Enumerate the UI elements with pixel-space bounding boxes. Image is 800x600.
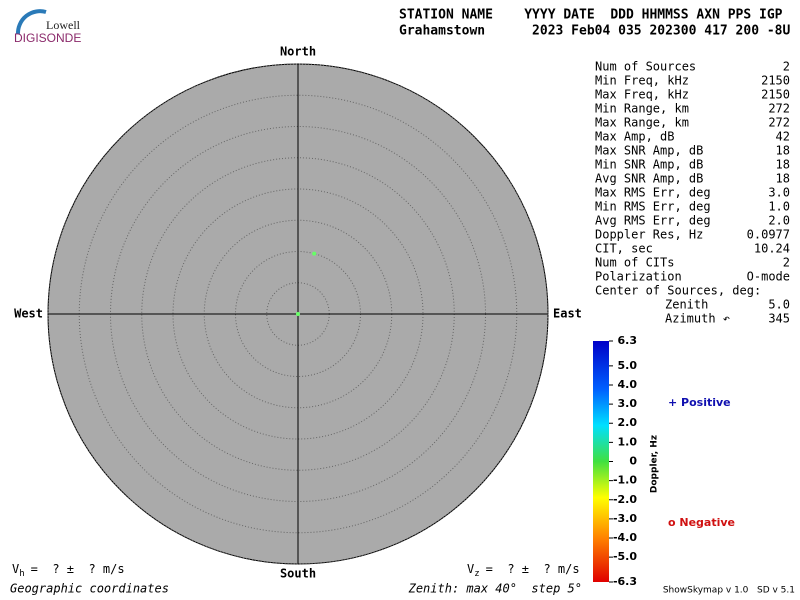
center-label: Azimuth ↶	[665, 312, 730, 326]
stat-value: 2150	[761, 88, 790, 102]
colorbar-label: Doppler, Hz	[650, 435, 660, 493]
colorbar-tick-label: 5.0	[618, 359, 638, 372]
stat-label: Avg SNR Amp, dB	[595, 172, 703, 186]
header-columns: STATION NAME YYYY DATE DDD HHMMSS AXN PP…	[399, 8, 783, 23]
stat-label: Min Range, km	[595, 102, 689, 116]
colorbar-tick-label: 6.3	[618, 334, 638, 347]
version: ShowSkymap v 1.0 SD v 5.1	[663, 586, 795, 596]
footer-left: Geographic coordinates	[10, 582, 169, 596]
stat-value: 18	[776, 158, 790, 172]
center-value: 345	[768, 312, 790, 326]
logo-arc	[15, 9, 47, 35]
legend-positive: + Positive	[668, 396, 731, 409]
stat-value: 3.0	[768, 186, 790, 200]
stat-value: 18	[776, 172, 790, 186]
stat-value: 0.0977	[747, 228, 790, 242]
vh-symbol: V	[12, 562, 19, 576]
stat-value: 2.0	[768, 214, 790, 228]
header-values: Grahamstown 2023 Feb04 035 202300 417 20…	[399, 24, 791, 39]
stat-value: 2	[783, 256, 790, 270]
logo-top: Lowell	[46, 18, 81, 32]
north-label: North	[280, 45, 316, 59]
vz-symbol: V	[467, 562, 474, 576]
stat-value: 18	[776, 144, 790, 158]
colorbar-tick-label: -4.0	[613, 531, 637, 544]
source-point	[312, 251, 317, 256]
center-value: 5.0	[768, 298, 790, 312]
center-title: Center of Sources, deg:	[595, 284, 761, 298]
vh-subscript: h	[19, 569, 24, 579]
east-label: East	[553, 307, 582, 321]
vh-text: = ? ± ? m/s	[31, 562, 125, 576]
colorbar-tick-label: 2.0	[618, 416, 638, 429]
colorbar-tick-label: -2.0	[613, 493, 637, 506]
stat-label: Max Amp, dB	[595, 130, 674, 144]
stat-label: Doppler Res, Hz	[595, 228, 703, 242]
colorbar-tick-label: 4.0	[618, 378, 638, 391]
center-label: Zenith	[665, 298, 708, 312]
colorbar-tick-label: 3.0	[618, 397, 638, 410]
stat-label: Num of CITs	[595, 256, 674, 270]
stat-label: Max Freq, kHz	[595, 88, 689, 102]
stat-label: Min RMS Err, deg	[595, 200, 711, 214]
colorbar-tick-label: -3.0	[613, 512, 637, 525]
stat-value: 42	[776, 130, 790, 144]
stat-value: 272	[768, 116, 790, 130]
colorbar	[593, 341, 609, 582]
stat-label: Num of Sources	[595, 60, 696, 74]
stat-label: Min SNR Amp, dB	[595, 158, 703, 172]
south-label: South	[280, 567, 316, 581]
stat-value: 1.0	[768, 200, 790, 214]
colorbar-tick-label: -1.0	[613, 474, 637, 487]
footer-right: Zenith: max 40° step 5°	[408, 582, 582, 596]
colorbar-tick-label: 0	[629, 455, 637, 468]
stat-label: Max SNR Amp, dB	[595, 144, 703, 158]
vh-label: Vh = ? ± ? m/s	[12, 562, 125, 579]
stat-label: Min Freq, kHz	[595, 74, 689, 88]
vz-subscript: z	[474, 569, 479, 579]
colorbar-tick-label: -6.3	[613, 575, 637, 588]
logo-bottom: DIGISONDE	[14, 31, 81, 45]
legend-negative: o Negative	[668, 516, 735, 529]
stat-label: Polarization	[595, 270, 682, 284]
source-point	[296, 312, 300, 316]
stat-value: 272	[768, 102, 790, 116]
stat-value: 2150	[761, 74, 790, 88]
stat-value: O-mode	[747, 270, 790, 284]
stat-label: Max Range, km	[595, 116, 689, 130]
vz-label: Vz = ? ± ? m/s	[467, 562, 580, 579]
colorbar-tick-label: -5.0	[613, 550, 637, 563]
vz-text: = ? ± ? m/s	[486, 562, 580, 576]
stat-label: Avg RMS Err, deg	[595, 214, 711, 228]
colorbar-tick-label: 1.0	[618, 435, 638, 448]
stat-label: CIT, sec	[595, 242, 653, 256]
west-label: West	[14, 307, 43, 321]
stat-value: 10.24	[754, 242, 790, 256]
stat-label: Max RMS Err, deg	[595, 186, 711, 200]
stat-value: 2	[783, 60, 790, 74]
